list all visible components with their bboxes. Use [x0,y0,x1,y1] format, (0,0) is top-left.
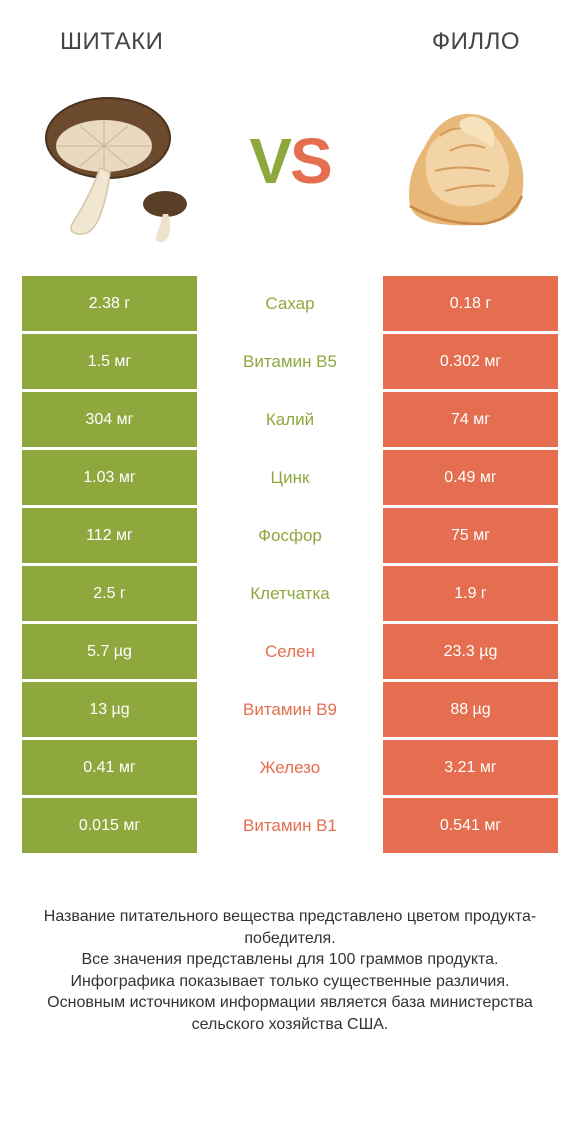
right-value-cell: 23.3 µg [383,624,558,679]
vs-label: VS [249,129,330,193]
header: ШИТАКИ ФИЛЛО [0,0,580,66]
right-value-cell: 3.21 мг [383,740,558,795]
left-product-title: ШИТАКИ [60,28,163,56]
nutrient-table: 2.38 гСахар0.18 г1.5 мгВитамин B50.302 м… [0,276,580,853]
right-value-cell: 0.49 мг [383,450,558,505]
footer-notes: Название питательного вещества представл… [0,856,580,1036]
nutrient-label: Калий [197,392,383,447]
footer-line-4: Основным источником информации является … [28,992,552,1035]
nutrient-label: Витамин B1 [197,798,383,853]
table-row: 2.38 гСахар0.18 г [22,276,558,331]
footer-line-1: Название питательного вещества представл… [28,906,552,949]
nutrient-label: Цинк [197,450,383,505]
table-row: 2.5 гКлетчатка1.9 г [22,566,558,621]
left-value-cell: 5.7 µg [22,624,197,679]
right-value-cell: 75 мг [383,508,558,563]
left-value-cell: 304 мг [22,392,197,447]
nutrient-label: Витамин B5 [197,334,383,389]
right-value-cell: 74 мг [383,392,558,447]
nutrient-label: Железо [197,740,383,795]
left-value-cell: 1.5 мг [22,334,197,389]
phyllo-image [380,76,550,246]
table-row: 0.015 мгВитамин B10.541 мг [22,798,558,853]
nutrient-label: Клетчатка [197,566,383,621]
left-value-cell: 0.015 мг [22,798,197,853]
nutrient-label: Сахар [197,276,383,331]
nutrient-label: Селен [197,624,383,679]
footer-line-3: Инфографика показывает только существенн… [28,971,552,993]
right-value-cell: 1.9 г [383,566,558,621]
left-value-cell: 0.41 мг [22,740,197,795]
left-value-cell: 2.38 г [22,276,197,331]
vs-v: V [249,125,290,197]
right-value-cell: 88 µg [383,682,558,737]
right-value-cell: 0.18 г [383,276,558,331]
right-value-cell: 0.541 мг [383,798,558,853]
table-row: 5.7 µgСелен23.3 µg [22,624,558,679]
left-value-cell: 112 мг [22,508,197,563]
shiitake-image [30,76,200,246]
left-value-cell: 13 µg [22,682,197,737]
left-value-cell: 2.5 г [22,566,197,621]
right-value-cell: 0.302 мг [383,334,558,389]
vs-s: S [290,125,331,197]
table-row: 1.03 мгЦинк0.49 мг [22,450,558,505]
table-row: 1.5 мгВитамин B50.302 мг [22,334,558,389]
right-product-title: ФИЛЛО [432,28,520,56]
nutrient-label: Фосфор [197,508,383,563]
left-value-cell: 1.03 мг [22,450,197,505]
table-row: 0.41 мгЖелезо3.21 мг [22,740,558,795]
table-row: 112 мгФосфор75 мг [22,508,558,563]
footer-line-2: Все значения представлены для 100 граммо… [28,949,552,971]
vs-row: VS [0,66,580,276]
table-row: 304 мгКалий74 мг [22,392,558,447]
nutrient-label: Витамин B9 [197,682,383,737]
table-row: 13 µgВитамин B988 µg [22,682,558,737]
